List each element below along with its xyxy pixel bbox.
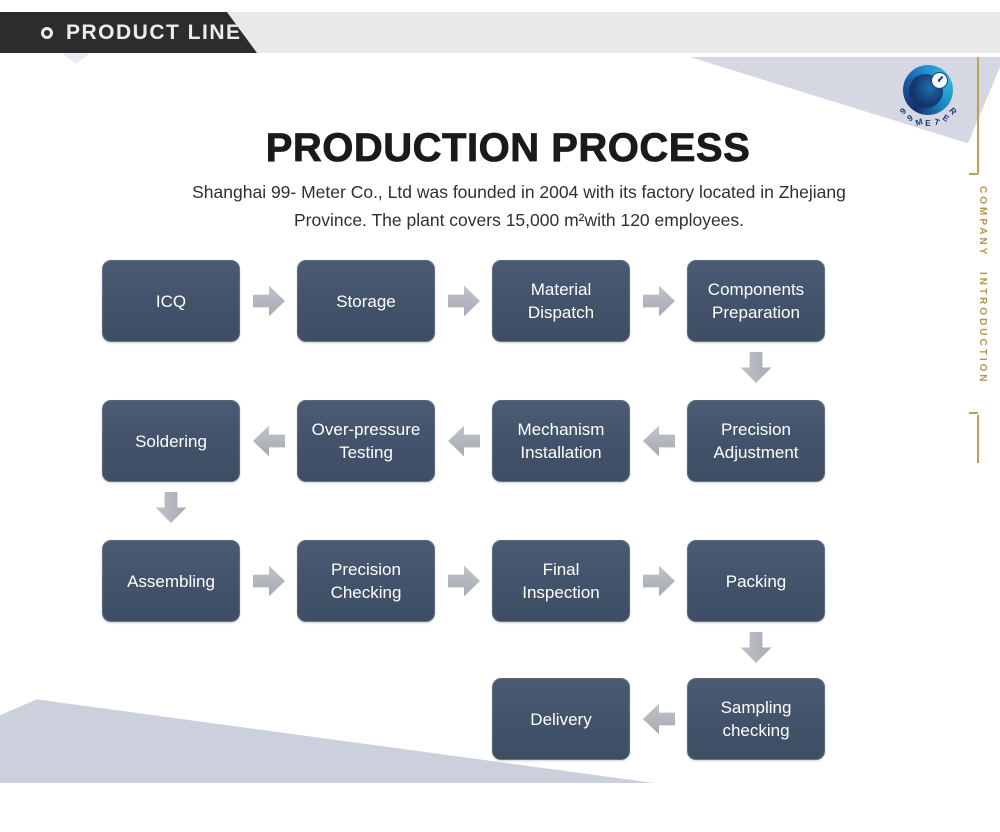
arrow-down-icon [155,492,187,523]
flow-step-label: Material Dispatch [527,280,595,322]
arrow-down-icon [740,632,772,663]
flow-step-label: Over-pressure Testing [311,420,421,462]
arrow-left-icon [643,425,675,457]
arrow-left-icon [253,425,285,457]
arrow-right-icon [448,285,480,317]
flow-step-final-inspection: Final Inspection [492,540,630,622]
arrow-right-icon [253,285,285,317]
gold-line-bottom [977,415,979,463]
circle-bullet-icon [41,26,53,39]
flow-step-label: Precision Checking [330,560,402,602]
flow-step-label: ICQ [155,291,187,311]
flow-step-label: Sampling checking [720,698,792,740]
gold-tick-top [969,173,978,175]
gauge-face-icon [931,72,948,89]
flow-step-label: Precision Adjustment [713,420,799,462]
flow-step-precision-checking: Precision Checking [297,540,435,622]
flow-step-precision-adjustment: Precision Adjustment [687,400,825,482]
page-subtitle: Shanghai 99- Meter Co., Ltd was founded … [69,179,969,234]
banner-notch [62,53,90,64]
logo-arc-letter: R [947,105,960,117]
logo-arc-letter: T [933,116,942,128]
flow-step-sampling-checking: Sampling checking [687,678,825,760]
page-title: PRODUCTION PROCESS [265,126,751,171]
flow-step-packing: Packing [687,540,825,622]
subtitle-line-1: Shanghai 99- Meter Co., Ltd was founded … [192,182,846,202]
flow-step-soldering: Soldering [102,400,240,482]
flow-step-delivery: Delivery [492,678,630,760]
logo-arc-letter: M [913,115,924,128]
flow-step-label: Final Inspection [522,560,600,602]
arrow-right-icon [643,565,675,597]
flow-step-label: Soldering [135,431,207,451]
flow-step-label: Assembling [127,571,215,591]
flow-step-material-dispatch: Material Dispatch [492,260,630,342]
arrow-right-icon [448,565,480,597]
flow-step-mechanism-installation: Mechanism Installation [492,400,630,482]
arrow-left-icon [643,703,675,735]
flow-step-components-preparation: Components Preparation [687,260,825,342]
flow-step-label: Components Preparation [707,280,805,322]
product-line-banner: PRODUCT LINE [0,12,257,53]
flow-step-storage: Storage [297,260,435,342]
flow-step-icq: ICQ [102,260,240,342]
flow-step-over-pressure-testing: Over-pressure Testing [297,400,435,482]
gold-line-top [977,57,979,174]
flow-step-label: Mechanism Installation [517,420,605,462]
gauge-hub [937,79,941,82]
logo-arc-letter: E [925,118,931,128]
flow-step-label: Storage [336,291,396,311]
flow-step-label: Delivery [530,709,592,729]
arrow-left-icon [448,425,480,457]
flow-step-assembling: Assembling [102,540,240,622]
arrow-down-icon [740,352,772,383]
arrow-right-icon [253,565,285,597]
banner-label: PRODUCT LINE [66,20,242,44]
subtitle-line-2: Province. The plant covers 15,000 m²with… [293,209,745,230]
flow-step-label: Packing [725,571,787,591]
company-introduction-vertical-text: COMPANY INTRODUCTION [977,186,988,385]
gold-tick-bottom [969,412,978,414]
arrow-right-icon [643,285,675,317]
